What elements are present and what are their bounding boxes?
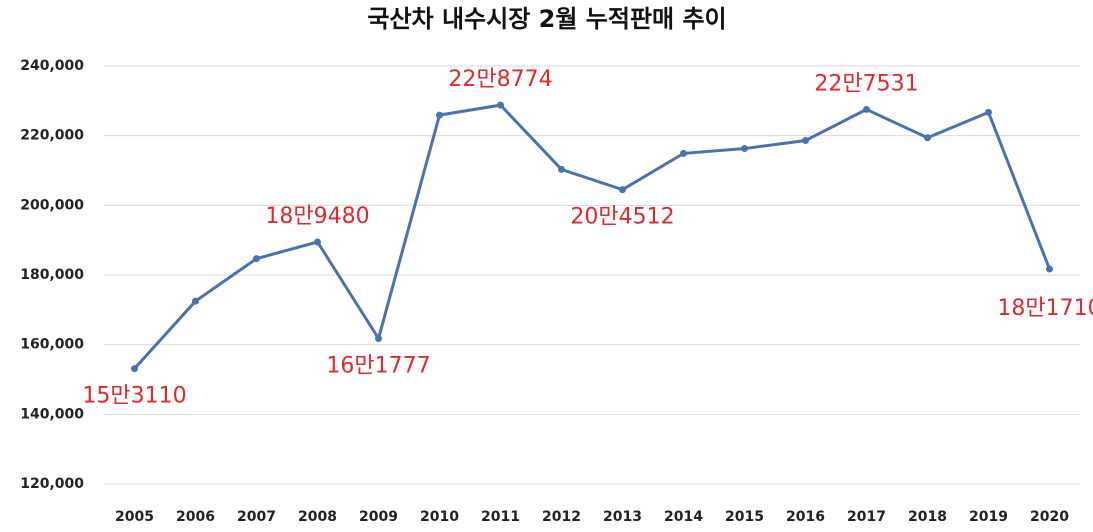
value-label: 18만1710 (997, 296, 1093, 321)
y-tick-label: 120,000 (20, 476, 84, 492)
point (375, 334, 382, 342)
x-tick-label: 2017 (847, 509, 886, 525)
y-tick-label: 140,000 (20, 406, 84, 422)
x-tick-label: 2013 (603, 509, 642, 525)
point (802, 137, 809, 145)
x-tick-label: 2008 (298, 509, 337, 525)
x-tick-label: 2009 (359, 509, 398, 525)
x-tick-label: 2006 (176, 509, 215, 525)
point (863, 105, 870, 113)
x-tick-label: 2011 (481, 509, 520, 525)
point (619, 186, 626, 194)
point (985, 108, 992, 116)
x-tick-label: 2016 (786, 509, 825, 525)
point (680, 149, 687, 157)
value-label: 20만4512 (570, 205, 674, 230)
x-tick-label: 2014 (664, 509, 703, 525)
value-label: 22만7531 (814, 71, 918, 96)
point (741, 145, 748, 153)
point (192, 297, 199, 305)
point (436, 111, 443, 119)
point (924, 134, 931, 142)
y-tick-label: 200,000 (20, 197, 84, 213)
point (131, 365, 138, 373)
point (558, 165, 565, 173)
x-tick-label: 2012 (542, 509, 581, 525)
x-tick-label: 2018 (908, 509, 947, 525)
value-label: 16만1777 (326, 353, 430, 378)
point (1046, 265, 1053, 273)
point (497, 101, 504, 109)
value-label: 18만9480 (265, 204, 369, 229)
value-label: 15만3110 (82, 384, 186, 409)
value-label: 22만8774 (448, 67, 552, 92)
x-tick-label: 2015 (725, 509, 764, 525)
point (314, 238, 321, 246)
y-tick-label: 180,000 (20, 267, 84, 283)
y-tick-label: 240,000 (20, 58, 84, 74)
line (133, 103, 1051, 370)
x-tick-label: 2010 (420, 509, 459, 525)
chart-title: 국산차 내수시장 2월 누적판매 추이 (367, 5, 726, 33)
x-tick-label: 2005 (115, 509, 154, 525)
x-tick-label: 2020 (1030, 509, 1069, 525)
x-tick-label: 2007 (237, 509, 276, 525)
point (253, 255, 260, 263)
y-tick-label: 220,000 (20, 128, 84, 144)
x-tick-label: 2019 (969, 509, 1008, 525)
y-tick-label: 160,000 (20, 337, 84, 353)
